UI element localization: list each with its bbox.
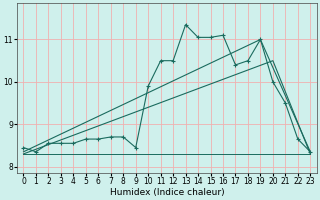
X-axis label: Humidex (Indice chaleur): Humidex (Indice chaleur)	[109, 188, 224, 197]
